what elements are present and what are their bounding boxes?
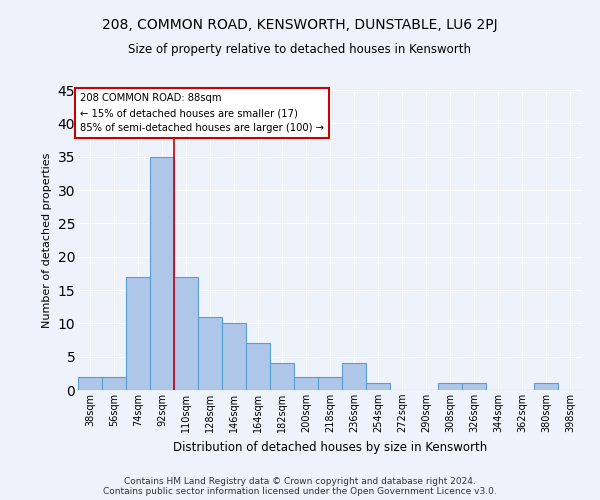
Text: 208, COMMON ROAD, KENSWORTH, DUNSTABLE, LU6 2PJ: 208, COMMON ROAD, KENSWORTH, DUNSTABLE, … (102, 18, 498, 32)
Bar (534, 384, 558, 390)
Bar (78, 376, 102, 390)
Y-axis label: Number of detached properties: Number of detached properties (42, 152, 52, 328)
Bar (102, 376, 126, 390)
Text: 208 COMMON ROAD: 88sqm
← 15% of detached houses are smaller (17)
85% of semi-det: 208 COMMON ROAD: 88sqm ← 15% of detached… (80, 94, 325, 133)
Text: Contains public sector information licensed under the Open Government Licence v3: Contains public sector information licen… (103, 486, 497, 496)
Bar (126, 276, 150, 390)
Bar (198, 316, 222, 390)
Bar (150, 156, 174, 390)
Bar (294, 376, 318, 390)
Text: Size of property relative to detached houses in Kensworth: Size of property relative to detached ho… (128, 42, 472, 56)
Text: Contains HM Land Registry data © Crown copyright and database right 2024.: Contains HM Land Registry data © Crown c… (124, 476, 476, 486)
Bar (222, 324, 246, 390)
Bar (366, 384, 390, 390)
Bar (438, 384, 462, 390)
Bar (318, 376, 342, 390)
X-axis label: Distribution of detached houses by size in Kensworth: Distribution of detached houses by size … (173, 440, 487, 454)
Bar (270, 364, 294, 390)
Bar (174, 276, 198, 390)
Bar (246, 344, 270, 390)
Bar (342, 364, 366, 390)
Bar (462, 384, 486, 390)
